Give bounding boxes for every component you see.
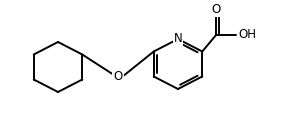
Text: N: N xyxy=(174,33,182,46)
Text: OH: OH xyxy=(238,28,256,41)
Text: O: O xyxy=(212,3,221,16)
Text: O: O xyxy=(113,70,123,83)
